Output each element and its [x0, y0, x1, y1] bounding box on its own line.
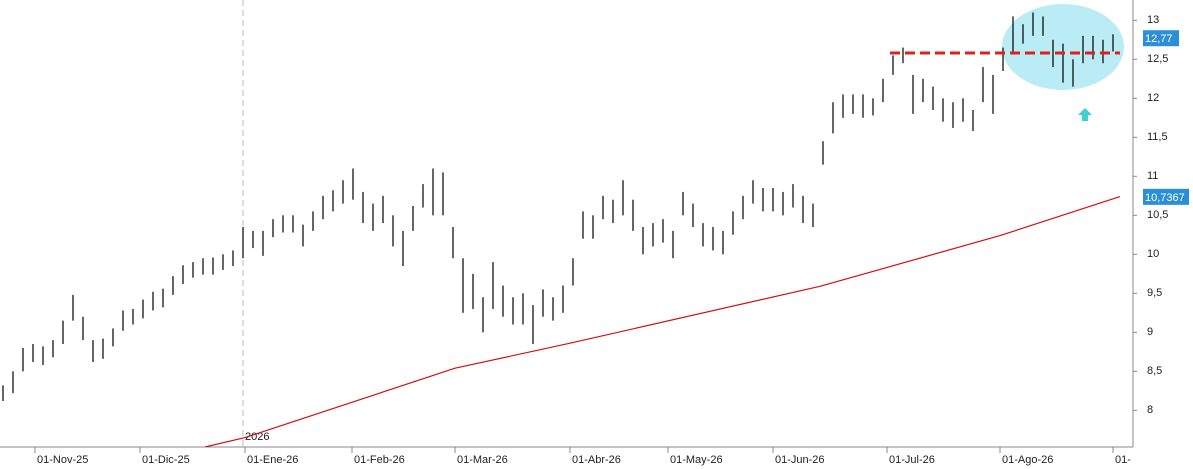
y-tick-label: 12,5 — [1147, 53, 1168, 65]
year-label: 2026 — [245, 431, 269, 443]
y-tick-label: 13 — [1147, 14, 1159, 26]
y-tick-label: 9 — [1147, 326, 1153, 338]
x-tick-label: 01-Jul-26 — [889, 454, 935, 466]
y-tick-label: 10 — [1147, 248, 1159, 260]
x-tick-label: 01-Jun-26 — [775, 454, 825, 466]
x-tick-label: 01-Nov-25 — [37, 454, 88, 466]
x-tick-label: 01-Mar-26 — [457, 454, 508, 466]
x-tick-label: 01-Ago-26 — [1002, 454, 1053, 466]
x-tick-label: 01-Ene-26 — [247, 454, 298, 466]
x-tick-label: 01- — [1115, 454, 1131, 466]
y-tick-label: 10,5 — [1147, 209, 1168, 221]
x-tick-label: 01-Feb-26 — [354, 454, 405, 466]
y-tick-label: 8 — [1147, 404, 1153, 416]
y-tick-label: 11 — [1147, 170, 1158, 182]
x-tick-label: 01-Dic-25 — [142, 454, 190, 466]
x-tick-label: 01-May-26 — [670, 454, 723, 466]
y-tick-label: 11,5 — [1147, 131, 1168, 143]
arrow-icon — [1078, 108, 1092, 121]
price-tag — [1143, 30, 1179, 47]
y-tick-label: 9,5 — [1147, 287, 1162, 299]
price-tag-label: 12,77 — [1145, 33, 1173, 45]
x-tick-label: 01-Abr-26 — [572, 454, 621, 466]
y-tick-label: 8,5 — [1147, 365, 1162, 377]
price-tag — [1143, 188, 1189, 205]
price-tag-label: 10,7367 — [1145, 192, 1185, 204]
y-tick-label: 12 — [1147, 92, 1159, 104]
moving-average — [204, 196, 1121, 447]
